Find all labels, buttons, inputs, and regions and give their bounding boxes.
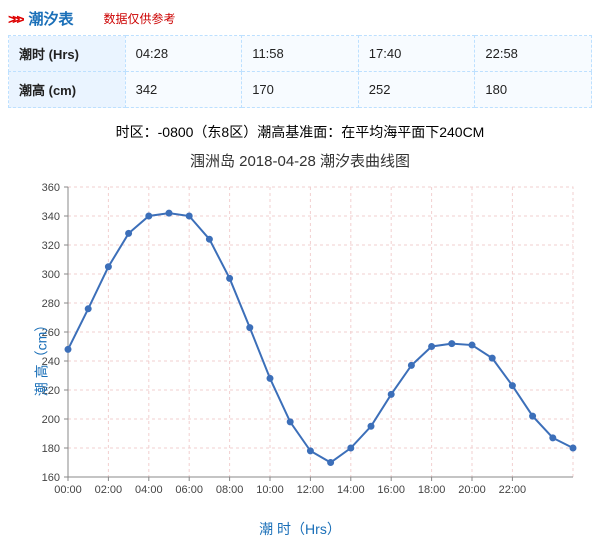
svg-text:00:00: 00:00 xyxy=(54,484,82,496)
chart-wrap: 潮 高（cm） 16018020022024026028030032034036… xyxy=(8,177,592,537)
svg-text:12:00: 12:00 xyxy=(297,484,325,496)
svg-text:180: 180 xyxy=(42,443,60,455)
svg-text:360: 360 xyxy=(42,182,60,194)
svg-text:16:00: 16:00 xyxy=(377,484,405,496)
svg-text:20:00: 20:00 xyxy=(458,484,486,496)
svg-text:300: 300 xyxy=(42,269,60,281)
table-row: 潮高 (cm) 342 170 252 180 xyxy=(9,72,592,108)
table-row: 潮时 (Hrs) 04:28 11:58 17:40 22:58 xyxy=(9,36,592,72)
svg-text:18:00: 18:00 xyxy=(418,484,446,496)
svg-text:280: 280 xyxy=(42,298,60,310)
cell: 17:40 xyxy=(358,36,475,72)
section-title: 潮汐表 xyxy=(29,8,74,29)
tide-chart: 16018020022024026028030032034036000:0002… xyxy=(8,177,592,512)
row-label: 潮时 (Hrs) xyxy=(9,36,126,72)
arrows-icon: >>> xyxy=(8,11,21,27)
svg-text:160: 160 xyxy=(42,472,60,484)
svg-text:02:00: 02:00 xyxy=(95,484,123,496)
cell: 11:58 xyxy=(242,36,359,72)
svg-text:200: 200 xyxy=(42,414,60,426)
svg-text:10:00: 10:00 xyxy=(256,484,284,496)
svg-text:04:00: 04:00 xyxy=(135,484,163,496)
cell: 170 xyxy=(242,72,359,108)
svg-text:320: 320 xyxy=(42,240,60,252)
svg-text:340: 340 xyxy=(42,211,60,223)
cell: 180 xyxy=(475,72,592,108)
row-label: 潮高 (cm) xyxy=(9,72,126,108)
svg-text:22:00: 22:00 xyxy=(499,484,527,496)
cell: 252 xyxy=(358,72,475,108)
svg-text:08:00: 08:00 xyxy=(216,484,244,496)
header: >>> 潮汐表 数据仅供参考 xyxy=(8,8,592,29)
y-axis-label: 潮 高（cm） xyxy=(31,318,51,397)
chart-title: 涠洲岛 2018-04-28 潮汐表曲线图 xyxy=(8,150,592,171)
timezone-note: 时区：-0800（东8区）潮高基准面：在平均海平面下240CM xyxy=(8,122,592,142)
x-axis-label: 潮 时（Hrs） xyxy=(259,519,341,539)
tide-table: 潮时 (Hrs) 04:28 11:58 17:40 22:58 潮高 (cm)… xyxy=(8,35,592,108)
svg-text:14:00: 14:00 xyxy=(337,484,365,496)
note: 数据仅供参考 xyxy=(104,10,176,27)
cell: 04:28 xyxy=(125,36,242,72)
cell: 22:58 xyxy=(475,36,592,72)
svg-text:06:00: 06:00 xyxy=(175,484,203,496)
cell: 342 xyxy=(125,72,242,108)
